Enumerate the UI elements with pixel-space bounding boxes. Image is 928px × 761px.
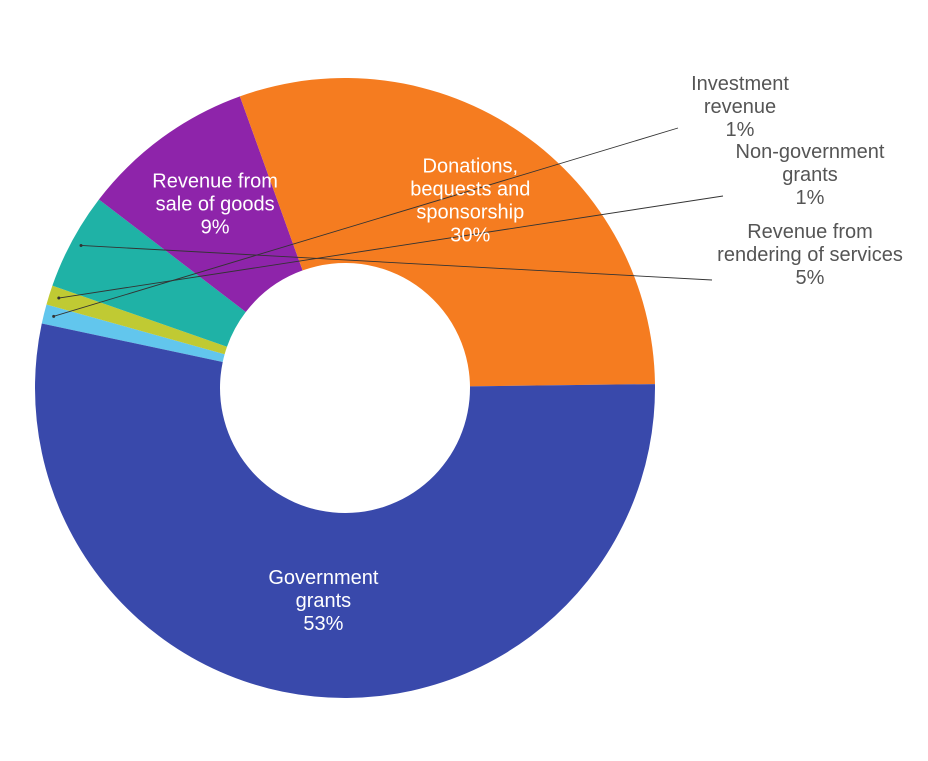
label-nongov: Non-governmentgrants1%: [736, 141, 885, 209]
leader-dot-investment: [52, 315, 55, 318]
leader-dot-nongov: [57, 297, 60, 300]
label-investment: Investmentrevenue1%: [691, 73, 789, 141]
donut-chart: Investmentrevenue1%Non-governmentgrants1…: [0, 0, 928, 761]
slice-donations: [240, 78, 655, 386]
leader-dot-services: [80, 244, 83, 247]
label-services: Revenue fromrendering of services5%: [717, 221, 903, 289]
